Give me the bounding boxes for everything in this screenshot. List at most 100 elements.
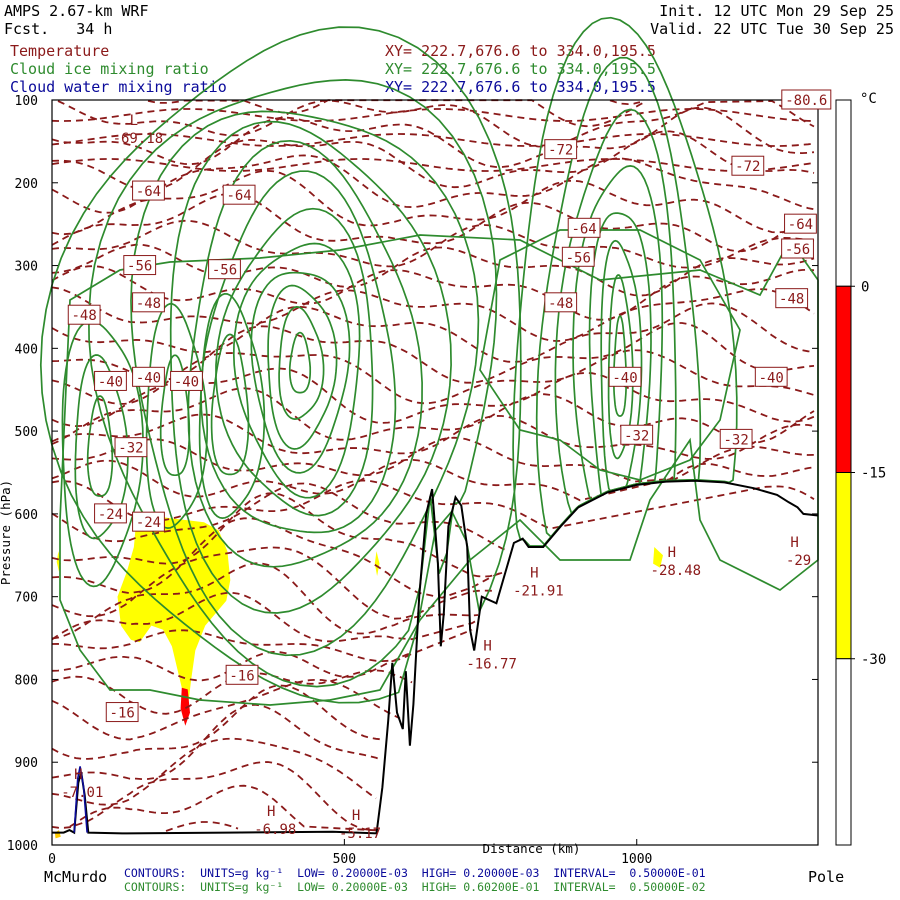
isotherm-label-box <box>222 184 256 205</box>
isotherm-label: -32 <box>723 432 748 448</box>
extremum-marker: H <box>74 767 82 783</box>
isotherm-label: -48 <box>136 296 161 312</box>
isotherm-label-box <box>170 370 203 391</box>
isotherm-line <box>51 458 815 502</box>
field-temperature-name: Temperature <box>10 42 110 60</box>
field-ice-name: Cloud ice mixing ratio <box>10 60 209 78</box>
isotherm-label-box <box>775 288 809 309</box>
ice-core-left <box>169 120 452 614</box>
isotherm-line <box>51 703 383 781</box>
isotherm-line <box>51 678 401 741</box>
isotherm-label: -64 <box>788 217 813 233</box>
ice-envelope-outer <box>59 234 819 706</box>
ice-contour-info: CONTOURS: UNITS=g kg⁻¹ LOW= 0.20000E-03 … <box>124 880 706 894</box>
isotherm-line <box>51 349 815 405</box>
isotherm-label-box <box>781 238 814 259</box>
y-tick-label: 700 <box>15 591 38 606</box>
y-tick-label: 200 <box>15 177 38 192</box>
ice-cell-a <box>159 354 191 477</box>
isotherm-line <box>51 219 815 269</box>
isotherm-label: -24 <box>136 515 161 531</box>
cloud-water-contour <box>73 766 88 833</box>
isotherm-line <box>69 784 377 832</box>
isotherm-line <box>51 628 473 663</box>
isotherm-label-box <box>544 139 578 160</box>
warm-air-orange-coast <box>54 830 61 839</box>
ice-cell-c <box>210 333 250 476</box>
colorbar-tick-label: -15 <box>861 466 886 482</box>
isotherm-label: -56 <box>785 242 810 258</box>
isotherm-label: -56 <box>212 263 237 279</box>
isotherm-label-box <box>561 246 595 267</box>
isotherm-label-box <box>225 664 259 685</box>
axes-layer: 100 200 300 400 500 600 700 800 900 1000 0 500 1000 P… <box>0 94 819 867</box>
isotherm-line <box>51 684 383 760</box>
isotherm-label-box <box>731 155 765 176</box>
isotherm-line-upper <box>51 133 815 147</box>
ice-core-left <box>200 170 397 534</box>
extremum-marker: H <box>267 804 275 820</box>
isotherm-label: -56 <box>127 259 152 275</box>
ice-cell-a <box>145 302 209 529</box>
colorbar-tick-label: 0 <box>861 279 869 295</box>
ice-core-left <box>215 207 374 517</box>
isotherm-label: -40 <box>136 370 161 386</box>
extremum-value: -6.98 <box>254 822 296 838</box>
ice-core-left <box>288 331 312 394</box>
ice-core-mountain <box>600 239 643 492</box>
ice-core-left <box>267 284 338 450</box>
colorbar: °C 0 -15 -30 <box>835 91 886 846</box>
isotherm-line <box>51 546 497 620</box>
forecast-hour: Fcst. 34 h <box>4 20 113 38</box>
isotherm-line <box>51 650 413 682</box>
colorbar-unit: °C <box>860 91 877 107</box>
ice-core-left <box>187 139 423 568</box>
colorbar-band <box>835 472 852 660</box>
isotherm-label-box <box>132 292 165 313</box>
ice-core-left <box>278 306 325 420</box>
plot-frame <box>51 99 819 846</box>
isotherm-label: -16 <box>110 706 135 722</box>
isotherm-label-box <box>123 255 157 276</box>
isotherm-line <box>51 286 815 342</box>
x-tick-label: 500 <box>333 852 356 867</box>
isotherm-label-box <box>67 304 101 325</box>
colorbar-band <box>835 285 852 473</box>
isotherm-label-box <box>620 424 654 445</box>
isotherm-label: -24 <box>98 507 123 523</box>
isotherm-line <box>165 821 239 832</box>
y-tick-label: 500 <box>15 425 38 440</box>
isotherm-label-box <box>719 428 753 449</box>
y-tick-label: 600 <box>15 508 38 523</box>
y-tick-label: 100 <box>15 94 38 109</box>
extremum-marker: H <box>483 638 491 654</box>
isotherm-label: -40 <box>759 370 784 386</box>
isotherm-label: -32 <box>118 441 143 457</box>
isotherm-label-box <box>132 511 165 532</box>
end-location-label: Pole <box>808 868 845 886</box>
contour-labels-layer: -64 -64 -64 -64 -72 -72 -56 -56 -56 -56 -48 -48 -48 -… <box>61 89 832 842</box>
ice-core-left <box>87 79 498 688</box>
extremum-marker: H <box>790 535 798 551</box>
isotherm-line <box>51 591 479 643</box>
isotherm-line <box>51 169 815 236</box>
start-location-label: McMurdo <box>44 868 108 886</box>
isotherm-label-box <box>544 292 578 313</box>
isotherm-label: -40 <box>98 374 123 390</box>
isotherm-line <box>57 99 815 148</box>
ice-core-left <box>250 271 351 474</box>
extremum-value: -21.91 <box>513 584 564 600</box>
isotherm-line <box>51 413 815 460</box>
isotherm-label: -64 <box>226 188 251 204</box>
isotherm-label-box <box>94 370 127 391</box>
warm-air-yellow-right <box>653 547 663 568</box>
terrain-layer <box>52 479 819 835</box>
extremum-value: -7.01 <box>61 785 103 801</box>
model-title: AMPS 2.67-km WRF <box>4 2 149 20</box>
isotherm-label: -16 <box>229 668 254 684</box>
y-tick-label: 900 <box>15 756 38 771</box>
isotherm-label-box <box>208 259 241 280</box>
isotherm-label: -80.6 <box>785 93 827 109</box>
warm-air-yellow-main <box>117 513 231 709</box>
